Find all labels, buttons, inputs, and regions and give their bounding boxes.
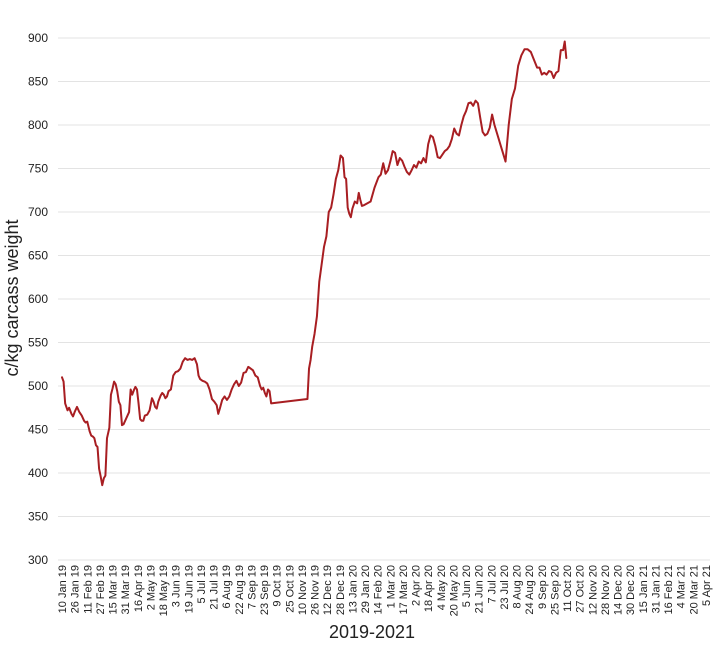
x-tick-label: 7 Jul 20 — [486, 565, 498, 604]
x-tick-label: 12 Nov 20 — [587, 565, 599, 615]
y-tick-label: 600 — [28, 292, 48, 306]
y-tick-label: 800 — [28, 118, 48, 132]
x-tick-label: 4 May 20 — [436, 565, 448, 610]
series-line-0 — [61, 40, 568, 487]
x-tick-label: 8 Aug 20 — [512, 565, 524, 608]
x-tick-label: 2 May 19 — [145, 565, 157, 610]
x-tick-label: 16 Feb 21 — [663, 565, 675, 615]
x-tick-label: 28 Nov 20 — [600, 565, 612, 615]
x-tick-label: 20 Mar 21 — [688, 565, 700, 615]
x-tick-label: 31 Mar 19 — [120, 565, 132, 615]
y-tick-label: 700 — [28, 205, 48, 219]
x-tick-label: 21 Jun 20 — [474, 565, 486, 613]
x-tick-label: 30 Dec 20 — [625, 565, 637, 615]
x-tick-label: 12 Dec 19 — [322, 565, 334, 615]
x-tick-label: 26 Jan 19 — [70, 565, 82, 613]
y-tick-label: 650 — [28, 249, 48, 263]
y-tick-label: 900 — [28, 31, 48, 45]
x-tick-label: 4 Mar 21 — [676, 565, 688, 608]
y-axis-ticks: 300 350 400 450 500 550 600 650 700 750 800 850 900 — [28, 31, 48, 567]
x-tick-label: 18 Apr 20 — [423, 565, 435, 612]
x-tick-label: 7 Sep 19 — [246, 565, 258, 609]
x-tick-label: 27 Feb 19 — [95, 565, 107, 615]
x-tick-label: 20 May 20 — [448, 565, 460, 616]
y-tick-label: 300 — [28, 553, 48, 567]
x-tick-label: 31 Jan 21 — [650, 565, 662, 613]
x-tick-label: 29 Jan 20 — [360, 565, 372, 613]
x-tick-label: 11 Oct 20 — [562, 565, 574, 612]
y-axis-label: c/kg carcass weight — [2, 219, 22, 376]
x-tick-label: 28 Dec 19 — [335, 565, 347, 615]
x-tick-label: 25 Sep 20 — [549, 565, 561, 615]
x-tick-label: 1 Mar 20 — [385, 565, 397, 608]
x-tick-label: 9 Oct 19 — [272, 565, 284, 607]
x-tick-label: 21 Jul 19 — [209, 565, 221, 610]
gridlines — [58, 37, 710, 561]
x-tick-label: 5 Jun 20 — [461, 565, 473, 607]
y-tick-label: 850 — [28, 75, 48, 89]
y-tick-label: 750 — [28, 162, 48, 176]
x-tick-label: 25 Oct 19 — [284, 565, 296, 613]
x-tick-label: 11 Feb 19 — [82, 565, 94, 614]
series-group — [61, 40, 568, 487]
x-tick-label: 22 Aug 19 — [234, 565, 246, 615]
x-tick-label: 19 Jun 19 — [183, 565, 195, 613]
x-tick-label: 10 Nov 19 — [297, 565, 309, 615]
x-tick-label: 6 Aug 19 — [221, 565, 233, 608]
y-tick-label: 500 — [28, 379, 48, 393]
x-tick-label: 14 Dec 20 — [613, 565, 625, 615]
x-tick-label: 24 Aug 20 — [524, 565, 536, 615]
y-tick-label: 350 — [28, 510, 48, 524]
x-tick-label: 15 Mar 19 — [108, 565, 120, 615]
y-tick-label: 450 — [28, 423, 48, 437]
x-tick-label: 18 May 19 — [158, 565, 170, 616]
x-tick-label: 5 Apr 21 — [701, 565, 713, 606]
x-axis-label: 2019-2021 — [329, 622, 415, 642]
y-tick-label: 550 — [28, 336, 48, 350]
x-tick-label: 16 Apr 19 — [133, 565, 145, 612]
x-tick-label: 17 Mar 20 — [398, 565, 410, 615]
x-tick-label: 23 Sep 19 — [259, 565, 271, 615]
y-tick-label: 400 — [28, 466, 48, 480]
x-tick-label: 13 Jan 20 — [347, 565, 359, 613]
x-tick-label: 10 Jan 19 — [57, 565, 69, 613]
x-tick-label: 26 Nov 19 — [310, 565, 322, 615]
x-tick-label: 23 Jul 20 — [499, 565, 511, 610]
x-axis-ticks: 10 Jan 19 26 Jan 19 11 Feb 19 27 Feb 19 15 M… — [57, 565, 713, 616]
x-tick-label: 3 Jun 19 — [171, 565, 183, 607]
x-tick-label: 14 Feb 20 — [373, 565, 385, 615]
x-tick-label: 27 Oct 20 — [575, 565, 587, 613]
x-tick-label: 2 Apr 20 — [411, 565, 423, 606]
x-tick-label: 15 Jan 21 — [638, 565, 650, 613]
x-tick-label: 9 Sep 20 — [537, 565, 549, 609]
x-tick-label: 5 Jul 19 — [196, 565, 208, 604]
